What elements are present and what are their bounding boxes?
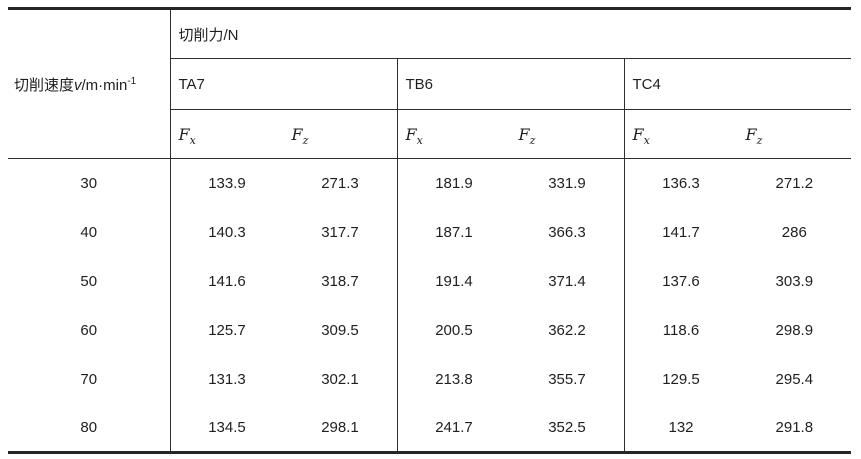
fz-header-tb6: Fz [510, 109, 625, 159]
tc4-fz-value: 295.4 [775, 370, 814, 388]
tc4-fz-value: 271.2 [775, 174, 814, 192]
speed-value: 70 [8, 354, 171, 404]
ta7-fz-value: 302.1 [283, 354, 398, 404]
fz-header-ta7: Fz [283, 109, 398, 159]
table-row: 60 125.7 309.5 200.5 362.2 118.6 298.9 [8, 305, 851, 355]
fx-header-tb6: Fx [397, 109, 511, 159]
ta7-fx-value: 140.3 [208, 223, 246, 241]
speed-header-label: 切削速度 [14, 76, 75, 94]
tb6-fx-value: 181.9 [435, 174, 473, 192]
tb6-fz-value: 371.4 [510, 256, 625, 306]
fx-sub: x [189, 133, 196, 147]
ta7-fx-value: 141.6 [208, 272, 246, 290]
tb6-fx-value: 241.7 [435, 418, 473, 436]
table-row: 80 134.5 298.1 241.7 352.5 132 291.8 [8, 403, 851, 453]
material-header-tc4: TC4 [624, 58, 852, 110]
tb6-fz-value: 352.5 [510, 403, 625, 453]
fz-header-tc4: Fz [737, 109, 852, 159]
ta7-fz-value: 317.7 [283, 207, 398, 257]
speed-symbol: v [74, 76, 82, 94]
table-row: 30 133.9 271.3 181.9 331.9 136.3 271.2 [8, 158, 851, 208]
header-row-force: 切削速度v/m·min-1 切削力/N [8, 8, 852, 159]
table-row: 50 141.6 318.7 191.4 371.4 137.6 303.9 [8, 256, 851, 306]
tb6-fx-value: 213.8 [435, 370, 473, 388]
ta7-fx-value: 125.7 [208, 321, 246, 339]
tc4-fx-value: 137.6 [662, 272, 700, 290]
fx-sub: x [416, 133, 423, 147]
ta7-fx-value: 131.3 [208, 370, 246, 388]
tc4-fx-value: 132 [668, 418, 694, 436]
header-row-components: Fx Fz Fx Fz Fx Fz [8, 109, 852, 159]
fx-base: F [178, 124, 190, 144]
fz-base: F [518, 124, 530, 144]
fz-sub: z [756, 133, 763, 147]
tb6-fz-value: 331.9 [510, 158, 625, 208]
speed-value: 80 [8, 403, 171, 453]
fx-base: F [405, 124, 417, 144]
speed-unit-exponent: -1 [127, 75, 137, 87]
material-header-ta7: TA7 [170, 58, 398, 110]
ta7-fz-value: 309.5 [283, 305, 398, 355]
table-row: 70 131.3 302.1 213.8 355.7 129.5 295.4 [8, 354, 851, 404]
speed-unit: /m·min [81, 76, 128, 94]
fx-base: F [632, 124, 644, 144]
tb6-fx-value: 200.5 [435, 321, 473, 339]
fz-base: F [745, 124, 757, 144]
tb6-fx-value: 187.1 [435, 223, 473, 241]
tc4-fx-value: 129.5 [662, 370, 700, 388]
tb6-fx-value: 191.4 [435, 272, 473, 290]
fx-header-tc4: Fx [624, 109, 738, 159]
fz-sub: z [302, 133, 309, 147]
tc4-fx-value: 118.6 [662, 321, 700, 339]
fz-sub: z [529, 133, 536, 147]
tb6-fz-value: 366.3 [510, 207, 625, 257]
force-header: 切削力/N [170, 8, 852, 59]
ta7-fz-value: 318.7 [283, 256, 398, 306]
table-row: 40 140.3 317.7 187.1 366.3 141.7 286 [8, 207, 851, 257]
speed-column-header: 切削速度v/m·min-1 [8, 8, 171, 159]
tc4-fz-value: 291.8 [775, 418, 814, 436]
ta7-fz-value: 271.3 [283, 158, 398, 208]
tb6-fz-value: 355.7 [510, 354, 625, 404]
tc4-fz-value: 303.9 [775, 272, 814, 290]
fx-header-ta7: Fx [170, 109, 284, 159]
tc4-fx-value: 141.7 [662, 223, 700, 241]
material-header-tb6: TB6 [397, 58, 625, 110]
speed-value: 50 [8, 256, 171, 306]
tc4-fz-value: 298.9 [775, 321, 814, 339]
ta7-fx-value: 133.9 [208, 174, 246, 192]
tc4-fz-value: 286 [781, 223, 807, 241]
speed-value: 40 [8, 207, 171, 257]
cutting-force-table: 切削速度v/m·min-1 切削力/N TA7 TB6 TC4 Fx Fz Fx… [8, 7, 852, 454]
header-row-materials: TA7 TB6 TC4 [8, 58, 852, 110]
fz-base: F [291, 124, 303, 144]
fx-sub: x [643, 133, 650, 147]
ta7-fx-value: 134.5 [208, 418, 246, 436]
speed-value: 30 [8, 158, 171, 208]
ta7-fz-value: 298.1 [283, 403, 398, 453]
speed-value: 60 [8, 305, 171, 355]
tb6-fz-value: 362.2 [510, 305, 625, 355]
tc4-fx-value: 136.3 [662, 174, 700, 192]
